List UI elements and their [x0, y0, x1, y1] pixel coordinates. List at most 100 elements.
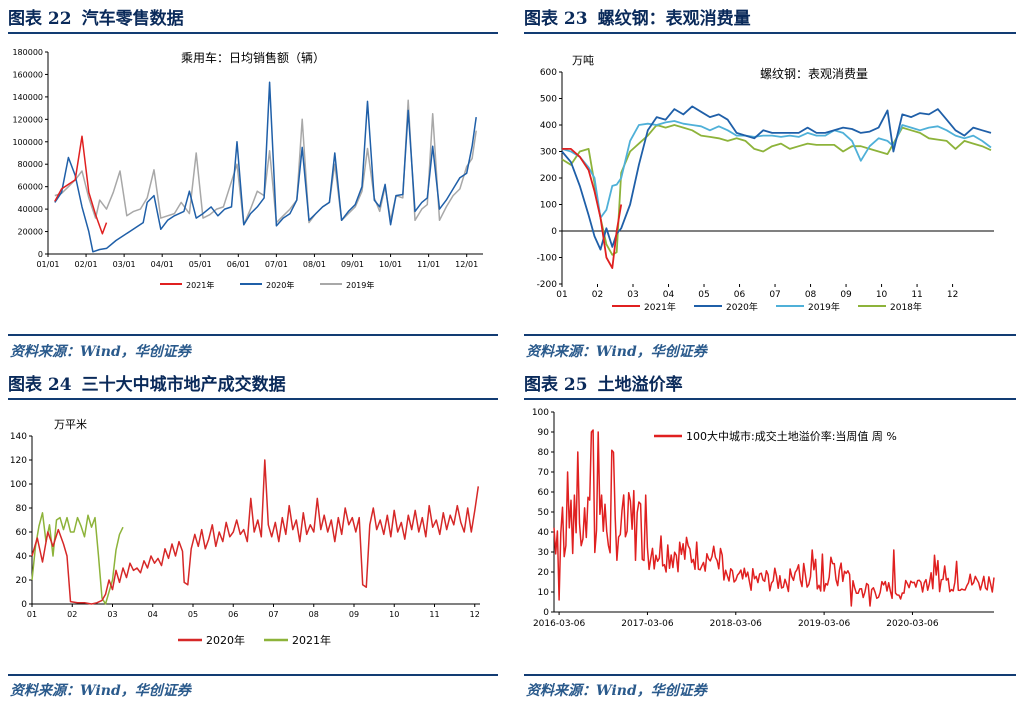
source-rule [524, 334, 1016, 336]
panel-title: 图表 22 汽车零售数据 [8, 4, 184, 29]
series-line-2019年 [561, 120, 992, 219]
y-tick-label: 40 [538, 528, 550, 538]
x-tick-label: 11 [911, 290, 922, 300]
title-rule [8, 32, 498, 34]
land-premium-chart: 0 10 20 30 40 50 60 70 80 90 100 2016-03-06 2017-03-… [532, 408, 995, 629]
legend-label: 100大中城市:成交土地溢价率:当周值 周 % [686, 429, 897, 443]
x-tick-label: 09 [840, 290, 852, 300]
y-tick-label: 0 [551, 227, 557, 237]
x-tick-label: 2017-03-06 [621, 619, 674, 629]
x-tick-label: 10 [389, 610, 399, 619]
x-tick-label: 01 [27, 610, 37, 619]
x-tick-label: 02/01 [75, 260, 98, 269]
x-tick-label: 12 [947, 290, 958, 300]
y-axis-label: 万平米 [54, 418, 87, 431]
title-rule [524, 398, 1016, 400]
figure-number: 图表 22 [8, 9, 72, 29]
x-tick-label: 09/01 [341, 260, 364, 269]
y-tick-label: 30 [538, 548, 550, 558]
x-tick-label: 08 [309, 610, 319, 619]
x-tick-label: 08/01 [303, 260, 326, 269]
legend-label: 2020年 [726, 301, 758, 313]
source-note: 资料来源：Wind，华创证券 [10, 344, 191, 360]
panel-rebar: 图表 23 螺纹钢：表观消费量 -200 -100 0 100 200 300 400 500 6… [524, 0, 1016, 365]
figure-number: 图表 23 [524, 9, 588, 29]
y-tick-label: 20 [538, 568, 550, 578]
y-axis-label: 万吨 [572, 54, 594, 67]
y-tick-label: 90 [538, 428, 550, 438]
x-tick-label: 05 [698, 290, 709, 300]
y-tick-label: 0 [21, 600, 27, 610]
source-note: 资料来源：Wind，华创证券 [10, 683, 191, 699]
x-tick-label: 10 [876, 290, 888, 300]
x-tick-label: 10/01 [379, 260, 402, 269]
x-tick-label: 08 [805, 290, 817, 300]
panel-title: 图表 25 土地溢价率 [524, 370, 683, 395]
legend-label: 2021年 [186, 280, 214, 290]
x-tick-label: 11 [429, 610, 439, 619]
y-tick-label: 10 [538, 588, 550, 598]
y-tick-label: 140 [10, 432, 27, 442]
car-retail-chart: 0 20000 40000 60000 80000 100000 120000 140000 1… [12, 48, 483, 290]
legend-label: 2021年 [292, 633, 331, 647]
x-tick-label: 09 [349, 610, 359, 619]
y-tick-label: 20 [16, 576, 28, 586]
source-rule [8, 334, 498, 336]
y-tick-label: 500 [540, 95, 557, 105]
series-line-2021年 [54, 135, 108, 235]
x-tick-label: 2020-03-06 [886, 619, 939, 629]
figure-number: 图表 24 [8, 375, 72, 395]
real-estate-chart: 0 20 40 60 80 100 120 140 01 02 03 04 05 06 07 08 09 10 11… [10, 418, 480, 647]
x-tick-label: 2018-03-06 [710, 619, 763, 629]
x-tick-label: 06/01 [227, 260, 250, 269]
source-rule [8, 674, 498, 676]
series-line-2020年 [31, 459, 480, 605]
y-tick-label: 120000 [12, 115, 43, 124]
y-tick-label: -200 [537, 280, 558, 290]
rebar-chart: -200 -100 0 100 200 300 400 500 600 01 02 03 04 05 06 0… [537, 54, 994, 313]
source-note: 资料来源：Wind，华创证券 [526, 344, 707, 360]
y-tick-label: 600 [540, 68, 557, 78]
legend-label: 2019年 [346, 280, 374, 290]
chart-title: 螺纹钢：表观消费量 [760, 67, 868, 81]
x-tick-label: 06 [228, 610, 238, 619]
y-tick-label: 400 [540, 121, 557, 131]
series-line-2021年 [31, 512, 124, 605]
legend-label: 2021年 [644, 301, 676, 313]
x-tick-label: 11/01 [417, 260, 440, 269]
x-tick-label: 12 [470, 610, 480, 619]
x-tick-label: 04 [663, 290, 675, 300]
figure-title: 土地溢价率 [597, 375, 683, 395]
y-tick-label: 80 [16, 504, 28, 514]
x-tick-label: 04 [148, 610, 158, 619]
x-tick-label: 04/01 [151, 260, 174, 269]
panel-car-retail: 图表 22 汽车零售数据 0 20000 40000 60000 80000 100000 1… [8, 0, 498, 365]
chart-title: 乘用车：日均销售额（辆） [181, 50, 325, 65]
x-tick-label: 02 [67, 610, 77, 619]
x-tick-label: 03/01 [113, 260, 136, 269]
x-tick-label: 2019-03-06 [798, 619, 851, 629]
x-tick-label: 01 [556, 290, 567, 300]
title-rule [524, 32, 1016, 34]
y-tick-label: 40000 [18, 205, 43, 214]
y-tick-label: 60 [16, 528, 28, 538]
y-tick-label: 50 [538, 508, 550, 518]
series-line-2018年 [561, 124, 992, 256]
x-tick-label: 07 [268, 610, 278, 619]
y-tick-label: 180000 [12, 48, 43, 57]
series-line-land-premium [553, 429, 995, 607]
x-tick-label: 07/01 [265, 260, 288, 269]
y-tick-label: 160000 [12, 70, 43, 79]
y-tick-label: -100 [537, 254, 558, 264]
x-tick-label: 2016-03-06 [533, 619, 586, 629]
y-tick-label: 0 [543, 608, 549, 618]
y-tick-label: 40 [16, 552, 28, 562]
y-tick-label: 100 [540, 201, 557, 211]
y-tick-label: 300 [540, 148, 557, 158]
y-tick-label: 120 [10, 456, 27, 466]
y-tick-label: 0 [38, 250, 43, 259]
y-tick-label: 140000 [12, 93, 43, 102]
y-tick-label: 20000 [18, 228, 43, 237]
x-tick-label: 03 [627, 290, 638, 300]
title-rule [8, 398, 498, 400]
